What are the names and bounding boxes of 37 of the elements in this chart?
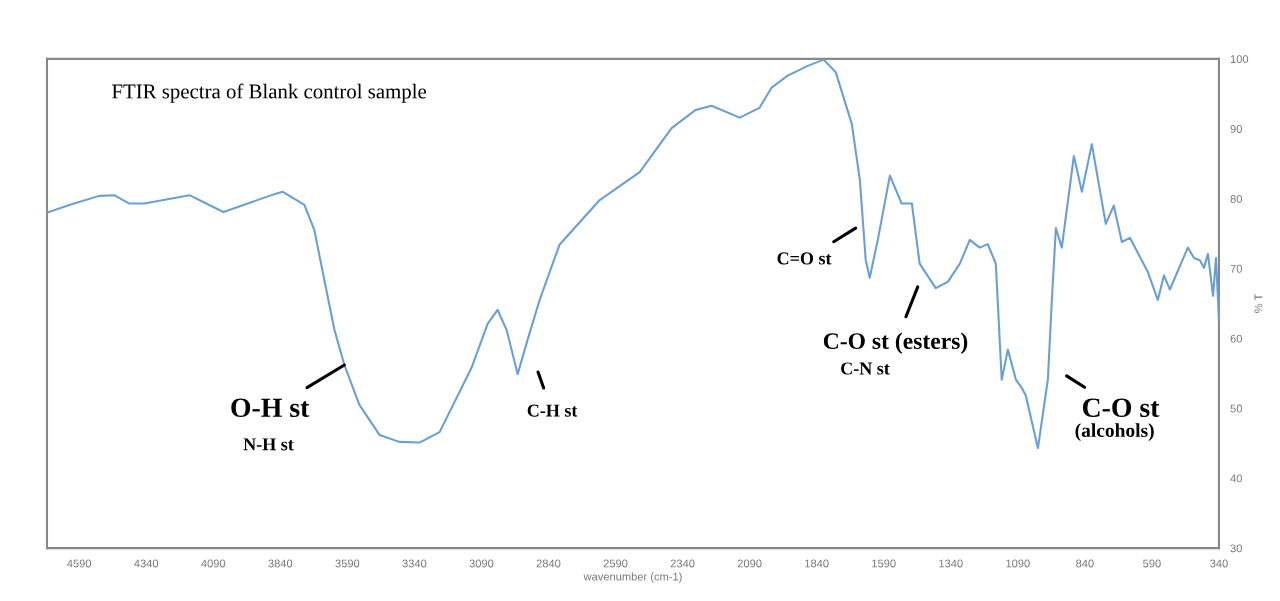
annotation: C-O st (esters)	[823, 332, 968, 354]
x-tick-label: 1590	[872, 559, 896, 568]
y-tick-label: 80	[1230, 194, 1242, 203]
y-axis-title: % T	[1254, 293, 1263, 313]
x-tick-label: 2840	[536, 559, 561, 568]
x-tick-label: 3590	[335, 559, 360, 568]
x-tick-label: 4340	[134, 559, 159, 568]
annotation: (alcohols)	[1075, 423, 1154, 441]
annotation: N-H st	[243, 438, 294, 451]
x-tick-label: 3840	[268, 559, 293, 568]
x-tick-label: 340	[1210, 559, 1228, 568]
x-tick-label: 3090	[469, 559, 494, 568]
y-tick-label: 60	[1230, 334, 1242, 343]
x-axis-title: wavenumber (cm-1)	[583, 572, 682, 583]
x-tick-label: 840	[1076, 559, 1094, 568]
annotation: C-N st	[841, 362, 890, 375]
y-tick-label: 50	[1230, 404, 1242, 413]
y-tick-label: 100	[1230, 55, 1249, 64]
x-tick-label: 590	[1143, 559, 1161, 568]
y-tick-label: 40	[1230, 474, 1242, 483]
annotation: C=O st	[777, 252, 832, 265]
y-tick-label: 30	[1230, 544, 1242, 553]
x-tick-label: 2340	[670, 559, 695, 568]
text: FTIR spectra of Blank control sample	[112, 83, 427, 103]
x-tick-label: 3340	[402, 559, 427, 568]
x-tick-label: 1090	[1006, 559, 1030, 568]
y-tick-label: 90	[1230, 125, 1242, 133]
annotation: O-H st	[231, 398, 310, 418]
x-tick-label: 4590	[67, 559, 92, 568]
annotation: C-O st	[1082, 398, 1160, 418]
y-tick-label: 70	[1230, 264, 1242, 273]
x-tick-label: 4090	[201, 559, 226, 568]
x-tick-label: 1840	[805, 559, 829, 568]
x-tick-label: 1340	[939, 559, 963, 568]
annotation: C-H st	[527, 404, 578, 417]
x-tick-label: 2090	[737, 559, 762, 568]
x-tick-label: 2590	[603, 559, 628, 568]
